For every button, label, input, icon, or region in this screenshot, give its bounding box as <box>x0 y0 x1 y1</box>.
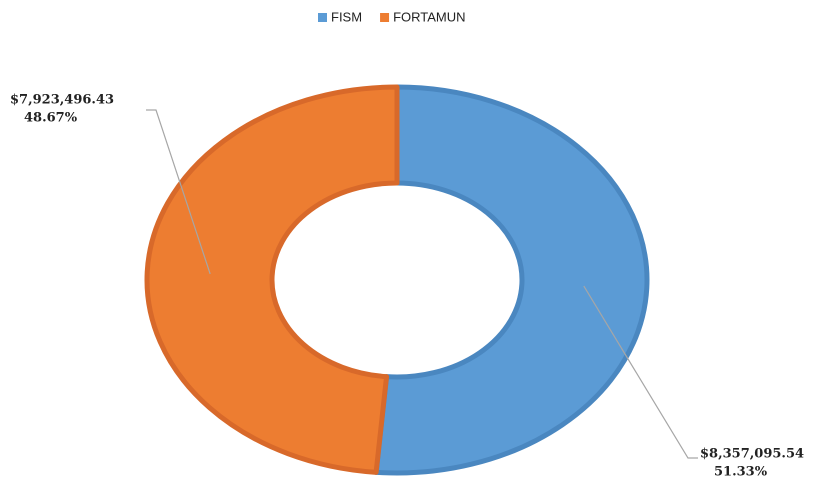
percent-label: 51.33% <box>714 465 768 477</box>
legend-label: FORTAMUN <box>393 9 465 24</box>
data-label: $8,357,095.54 <box>700 447 804 462</box>
percent-label: 48.67% <box>24 111 78 126</box>
legend-swatch <box>318 13 327 22</box>
legend-label: FISM <box>331 9 362 24</box>
donut-slice <box>144 84 400 475</box>
donut-slice <box>373 84 650 476</box>
leader-line <box>583 285 698 459</box>
legend-swatch <box>380 13 390 22</box>
data-label: $7,923,496.43 <box>10 93 114 108</box>
leader-line <box>146 109 211 275</box>
